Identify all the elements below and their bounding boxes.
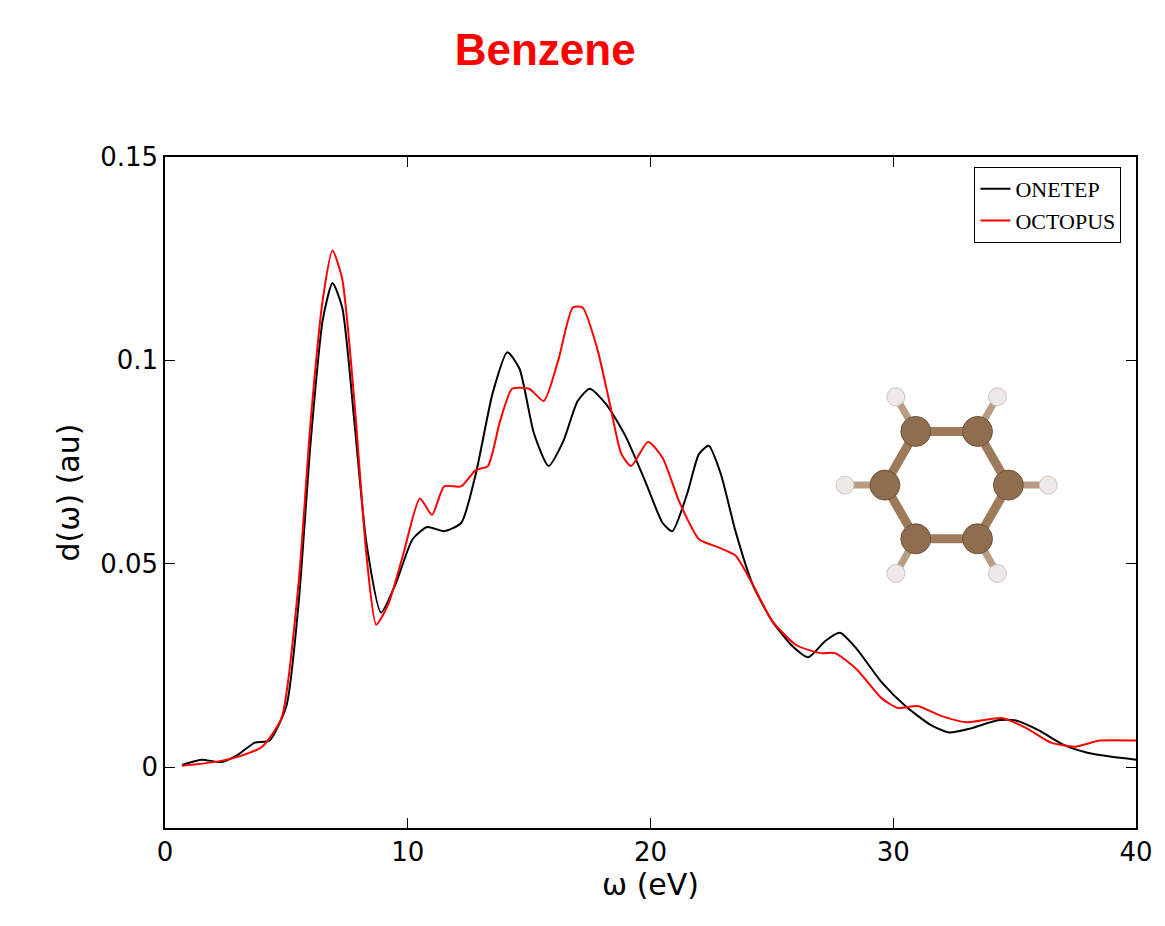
svg-text:0: 0 <box>142 752 159 782</box>
svg-text:0.1: 0.1 <box>117 345 158 375</box>
svg-text:d(ω) (au): d(ω) (au) <box>51 424 86 562</box>
svg-text:ONETEP: ONETEP <box>1015 177 1099 202</box>
svg-text:0: 0 <box>157 837 174 867</box>
svg-text:20: 20 <box>634 837 667 867</box>
svg-text:OCTOPUS: OCTOPUS <box>1015 209 1115 234</box>
svg-text:0.05: 0.05 <box>100 549 158 579</box>
svg-text:30: 30 <box>877 837 910 867</box>
svg-text:40: 40 <box>1119 837 1152 867</box>
svg-text:0.15: 0.15 <box>100 142 158 172</box>
svg-text:ω (eV): ω (eV) <box>602 867 699 902</box>
svg-text:10: 10 <box>391 837 424 867</box>
svg-text:Benzene: Benzene <box>455 25 636 74</box>
